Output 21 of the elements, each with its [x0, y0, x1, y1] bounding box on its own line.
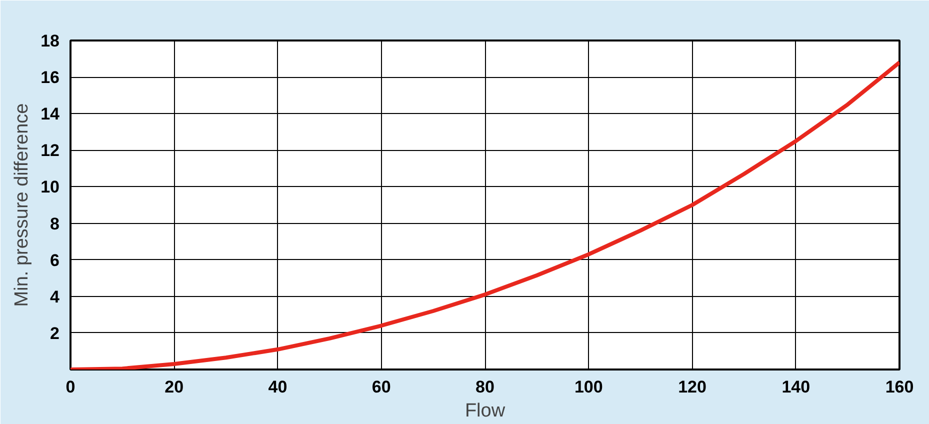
y-tick-label: 8	[50, 214, 60, 234]
x-tick-label: 80	[476, 378, 494, 396]
x-tick-label: 120	[678, 378, 706, 396]
y-axis-title: Min. pressure difference	[12, 103, 33, 307]
y-tick-label: 12	[40, 141, 60, 160]
x-tick-label: 160	[885, 378, 914, 396]
y-tick-label: 6	[50, 250, 60, 270]
y-tick-label: 2	[50, 324, 60, 343]
x-tick-label: 20	[164, 378, 184, 396]
x-axis-title: Flow	[464, 400, 506, 422]
x-tick-label: 140	[782, 378, 810, 396]
x-tick-label: 60	[372, 378, 391, 396]
x-tick-label: 100	[574, 378, 603, 396]
y-tick-label: 18	[40, 32, 60, 50]
x-tick-label: 0	[66, 378, 76, 396]
y-tick-label: 10	[40, 178, 60, 197]
line-series	[70, 60, 900, 370]
y-tick-label: 16	[40, 68, 60, 88]
x-tick-label: 40	[268, 378, 288, 396]
y-tick-label: 14	[40, 104, 60, 124]
y-tick-label: 4	[50, 287, 60, 306]
